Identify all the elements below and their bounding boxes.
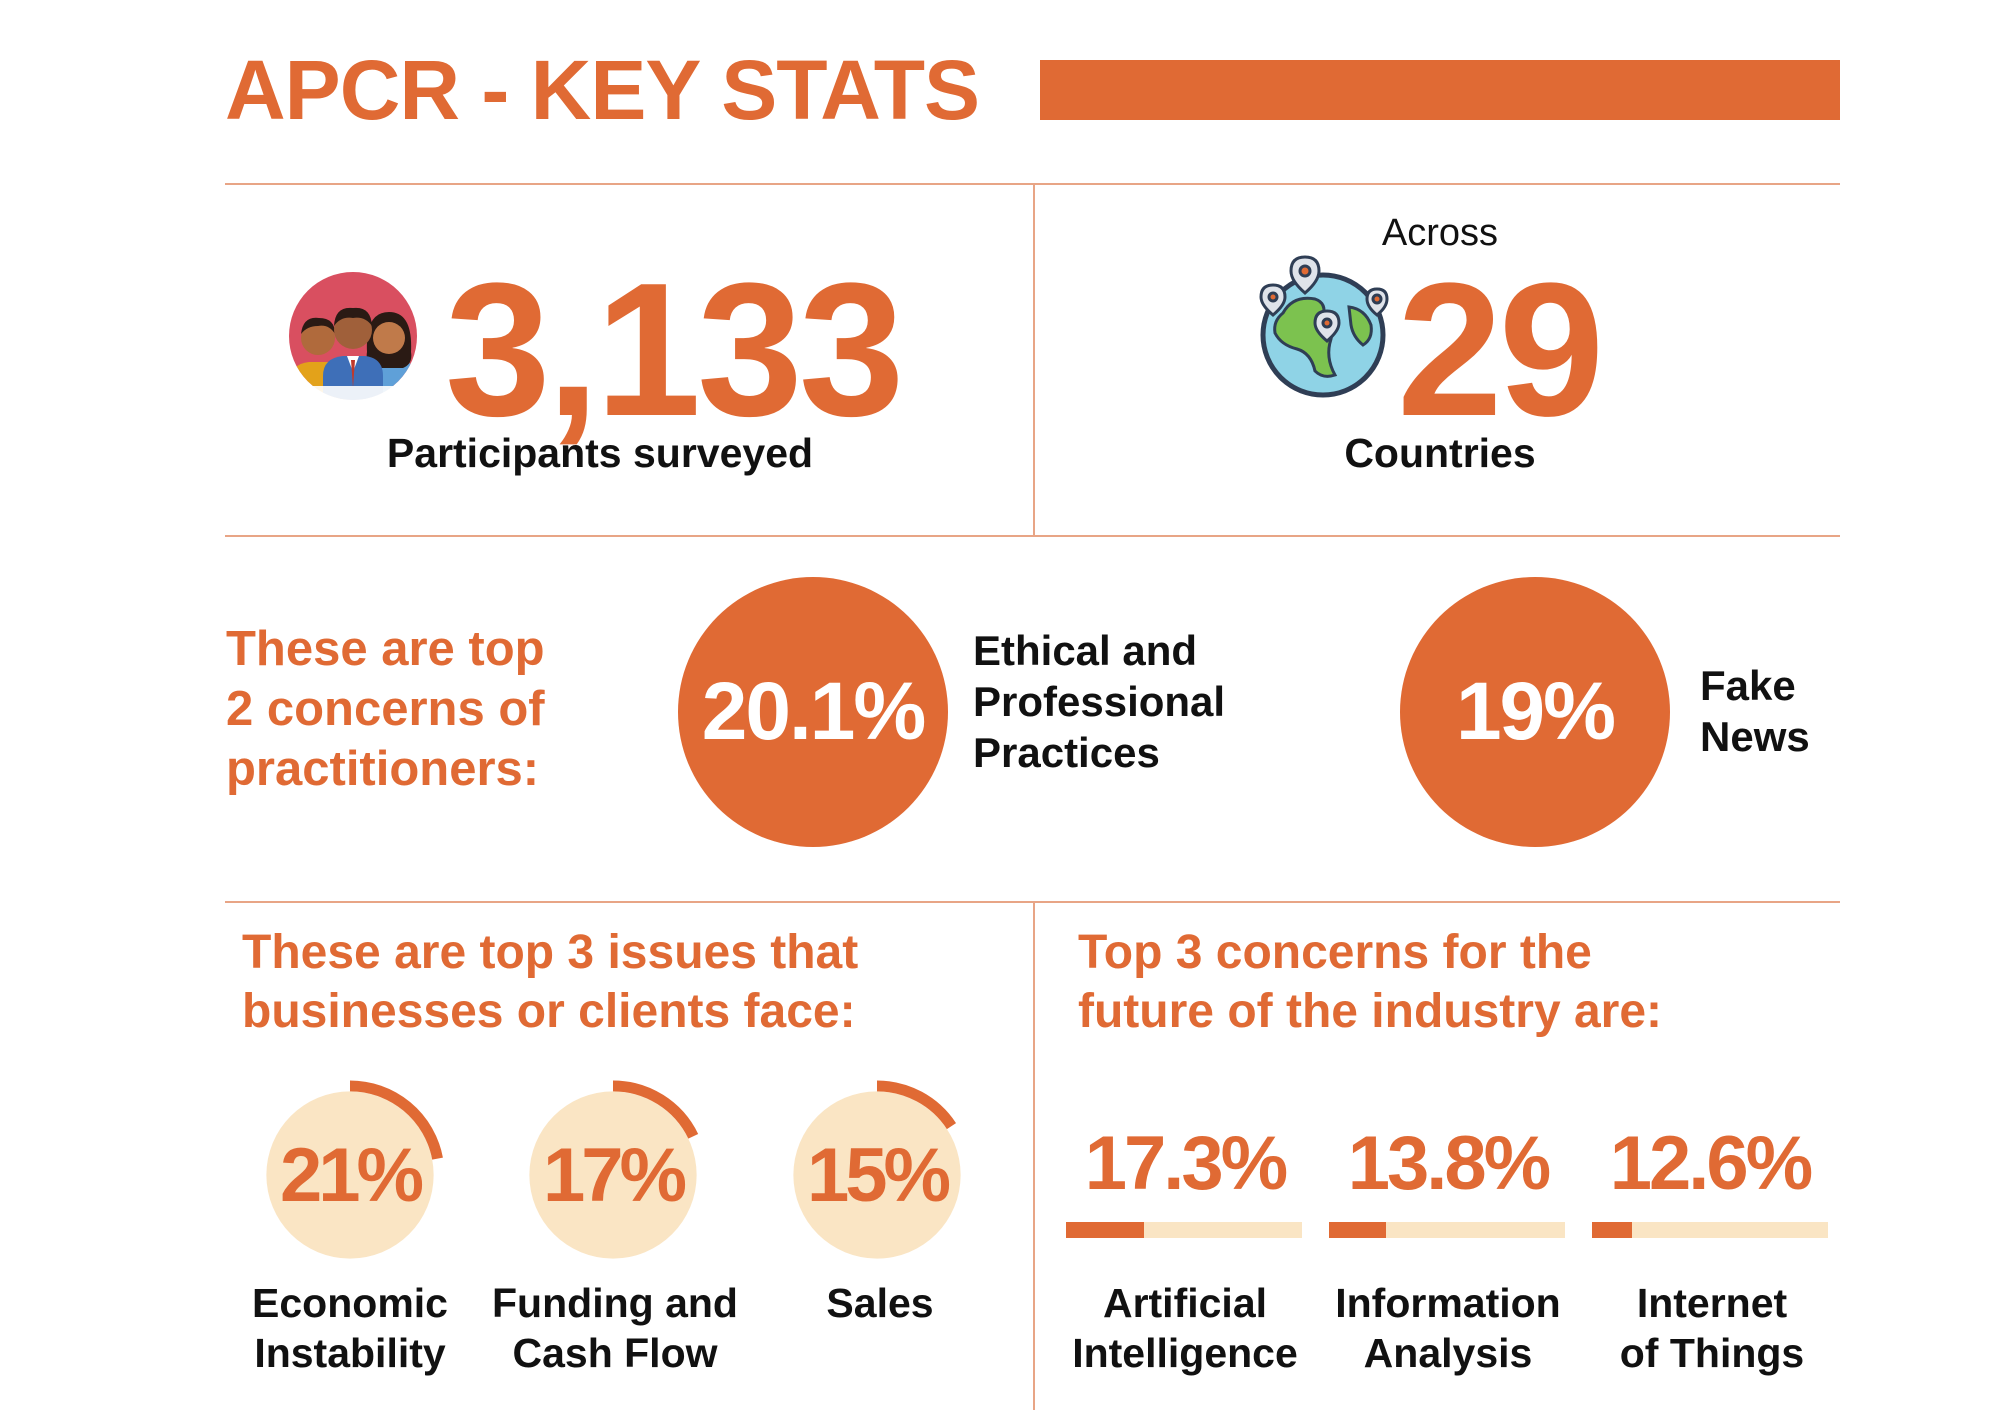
ring-value: 17% <box>542 1132 687 1218</box>
label-line: Internet <box>1636 1280 1788 1326</box>
label-line: Fake <box>1700 662 1796 709</box>
future-label-ai: Artificial Intelligence <box>1050 1278 1320 1378</box>
title-accent-bar <box>1040 60 1840 120</box>
issue-label-sales: Sales <box>745 1278 1015 1328</box>
label-line: Ethical and <box>973 627 1198 674</box>
ring-base <box>266 1091 434 1259</box>
future-label-info: Information Analysis <box>1313 1278 1583 1378</box>
globe-pins-icon <box>1259 255 1389 398</box>
ring-arc <box>612 1080 699 1139</box>
business-issues-heading: These are top 3 issues that businesses o… <box>242 924 858 1041</box>
issue-ring-economic: 21% <box>250 1075 450 1275</box>
heading-line: These are top 3 issues that <box>242 926 859 979</box>
future-label-iot: Internet of Things <box>1577 1278 1847 1378</box>
heading-line: future of the industry are: <box>1078 984 1663 1038</box>
future-bar-ai <box>1066 1222 1302 1238</box>
future-value-ai: 17.3% <box>1084 1121 1289 1206</box>
heading-line: Top 3 concerns for the <box>1078 926 1592 979</box>
page-title: APCR - KEY STATS <box>225 43 980 137</box>
ring-base <box>529 1091 697 1259</box>
practitioner-concerns-heading: These are top 2 concerns of practitioner… <box>226 620 545 799</box>
label-line: Instability <box>254 1330 446 1377</box>
divider-middle <box>225 535 1840 537</box>
label-line: Professional <box>973 678 1226 726</box>
future-bar-fill <box>1329 1222 1386 1238</box>
label-line: Economic <box>252 1280 448 1326</box>
label-line: of Things <box>1619 1330 1805 1377</box>
concern-ethics-label: Ethical and Professional Practices <box>973 625 1225 779</box>
future-bar-iot <box>1592 1222 1828 1238</box>
heading-line: practitioners: <box>226 741 540 796</box>
heading-line: 2 concerns of <box>226 681 545 736</box>
issue-label-economic: Economic Instability <box>215 1278 485 1378</box>
label-line: Cash Flow <box>512 1330 718 1377</box>
label-line: Sales <box>826 1280 934 1326</box>
heading-line: These are top <box>226 622 545 676</box>
ring-value: 21% <box>279 1132 424 1218</box>
ring-value: 15% <box>806 1132 951 1218</box>
concern-fake-news-circle: 19% <box>1400 577 1670 847</box>
label-line: News <box>1700 713 1810 761</box>
ring-base <box>793 1091 961 1259</box>
label-line: Analysis <box>1363 1330 1533 1377</box>
issue-ring-sales: 15% <box>777 1075 977 1275</box>
future-bar-fill <box>1066 1222 1144 1238</box>
countries-prefix: Across <box>1381 212 1499 254</box>
issue-label-funding: Funding and Cash Flow <box>475 1278 755 1378</box>
countries-value: 29 <box>1397 244 1604 456</box>
concern-fake-news-label: Fake News <box>1700 660 1810 762</box>
divider-lower <box>225 901 1840 903</box>
future-concerns-heading: Top 3 concerns for the future of the ind… <box>1078 924 1662 1041</box>
heading-line: businesses or clients face: <box>242 984 856 1038</box>
concern-ethics-circle: 20.1% <box>678 577 948 847</box>
ring-arc <box>876 1080 957 1130</box>
people-group-icon <box>285 272 421 404</box>
divider-vertical-bottom <box>1033 901 1035 1410</box>
label-line: Practices <box>973 729 1160 777</box>
issue-ring-funding: 17% <box>513 1075 713 1275</box>
divider-top <box>225 183 1840 185</box>
divider-vertical-top <box>1033 183 1035 535</box>
ring-arc <box>349 1080 443 1160</box>
label-line: Artificial <box>1102 1280 1268 1326</box>
label-line: Intelligence <box>1072 1330 1298 1377</box>
label-line: Funding and <box>492 1280 738 1326</box>
participants-value: 3,133 <box>445 244 904 456</box>
label-line: Information <box>1335 1280 1561 1326</box>
participants-label: Participants surveyed <box>386 430 814 476</box>
countries-label: Countries <box>1344 430 1536 476</box>
future-bar-fill <box>1592 1222 1633 1238</box>
future-value-info: 13.8% <box>1347 1121 1552 1206</box>
future-bar-info <box>1329 1222 1565 1238</box>
future-value-iot: 12.6% <box>1609 1121 1814 1206</box>
